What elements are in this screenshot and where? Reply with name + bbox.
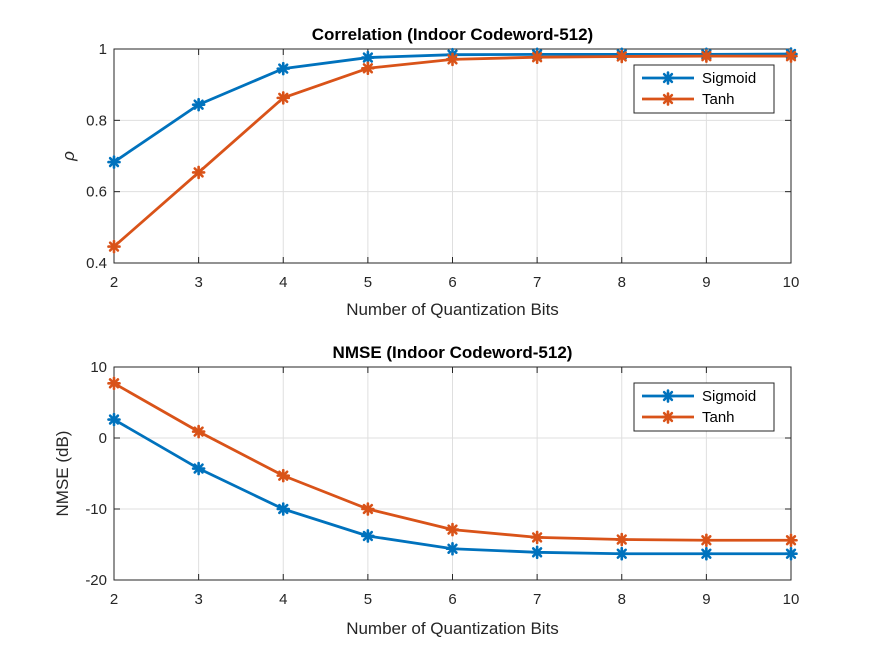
legend-label: Sigmoid — [702, 388, 756, 405]
x-tick-label: 9 — [702, 591, 710, 608]
chart-1: 2 3 4 5 6 7 8 9 10 -20 -10 0 10 NMSE (Indoor Codeword… — [53, 343, 799, 638]
x-tick-label: 7 — [533, 591, 541, 608]
y-axis-label: ρ — [59, 151, 78, 162]
x-tick-label: 4 — [279, 591, 287, 608]
series-tanh — [107, 376, 798, 548]
x-tick-label: 3 — [194, 591, 202, 608]
x-tick-label: 4 — [279, 274, 287, 291]
x-tick-label: 8 — [618, 591, 626, 608]
data-point — [784, 546, 798, 561]
data-point — [276, 91, 291, 105]
legend-label: Tanh — [702, 409, 735, 426]
chart-title: Correlation (Indoor Codeword-512) — [312, 25, 593, 44]
legend: Sigmoid Tanh — [633, 382, 775, 432]
x-tick-label: 7 — [533, 274, 541, 291]
legend-label: Tanh — [702, 91, 735, 108]
x-axis-label: Number of Quantization Bits — [346, 619, 559, 638]
x-tick-label: 5 — [364, 591, 372, 608]
legend-label: Sigmoid — [702, 70, 756, 87]
x-tick-label: 6 — [448, 591, 456, 608]
legend-box — [633, 64, 775, 114]
data-point — [191, 461, 206, 476]
data-point — [699, 49, 714, 63]
data-point — [530, 530, 544, 545]
y-tick-label: 1 — [99, 41, 107, 58]
y-tick-label: 0 — [99, 430, 107, 447]
data-point — [107, 412, 121, 427]
legend: Sigmoid Tanh — [633, 64, 775, 114]
y-axis-label: NMSE (dB) — [53, 431, 72, 517]
y-tick-label: 0.8 — [86, 112, 107, 129]
legend-box — [633, 382, 775, 432]
data-point — [530, 50, 544, 65]
data-point — [276, 61, 291, 76]
x-axis-label: Number of Quantization Bits — [346, 300, 559, 319]
data-point — [445, 522, 460, 537]
y-tick-label: 0.6 — [86, 184, 107, 201]
x-tick-label: 2 — [110, 591, 118, 608]
y-tick-label: 10 — [90, 359, 107, 376]
data-point — [107, 155, 121, 169]
x-tick-label: 5 — [364, 274, 372, 291]
x-tick-label: 8 — [618, 274, 626, 291]
x-tick-label: 10 — [783, 274, 800, 291]
legend-marker — [661, 71, 675, 85]
chart-0: 2 3 4 5 6 7 8 9 10 0.4 0.6 0.8 1 Correlation (Indoor … — [59, 25, 799, 319]
series-sigmoid — [107, 412, 798, 561]
data-point — [191, 165, 206, 180]
y-tick-label: -10 — [85, 501, 107, 518]
series-tanh — [107, 49, 798, 254]
data-point — [361, 50, 375, 65]
data-point — [699, 546, 714, 561]
chart-title: NMSE (Indoor Codeword-512) — [333, 343, 573, 362]
data-point — [107, 239, 121, 254]
y-tick-label: 0.4 — [86, 255, 107, 272]
data-point — [191, 424, 206, 439]
data-point — [361, 61, 375, 76]
x-tick-label: 3 — [194, 274, 202, 291]
x-tick-label: 9 — [702, 274, 710, 291]
data-point — [614, 546, 629, 561]
data-point — [530, 545, 544, 560]
data-point — [784, 533, 798, 548]
data-point — [784, 49, 798, 63]
x-tick-label: 10 — [783, 591, 800, 608]
data-point — [107, 376, 121, 391]
legend-marker — [661, 410, 675, 424]
y-tick-label: -20 — [85, 572, 107, 589]
data-point — [445, 541, 460, 556]
data-point — [445, 52, 460, 67]
x-tick-label: 6 — [448, 274, 456, 291]
data-point — [276, 502, 291, 516]
data-point — [361, 502, 375, 516]
data-point — [361, 529, 375, 543]
legend-marker — [661, 389, 675, 403]
data-point — [614, 49, 629, 64]
data-point — [191, 97, 206, 112]
data-point — [699, 533, 714, 548]
data-point — [276, 468, 291, 483]
x-tick-label: 2 — [110, 274, 118, 291]
data-point — [614, 532, 629, 547]
legend-marker — [661, 92, 675, 106]
